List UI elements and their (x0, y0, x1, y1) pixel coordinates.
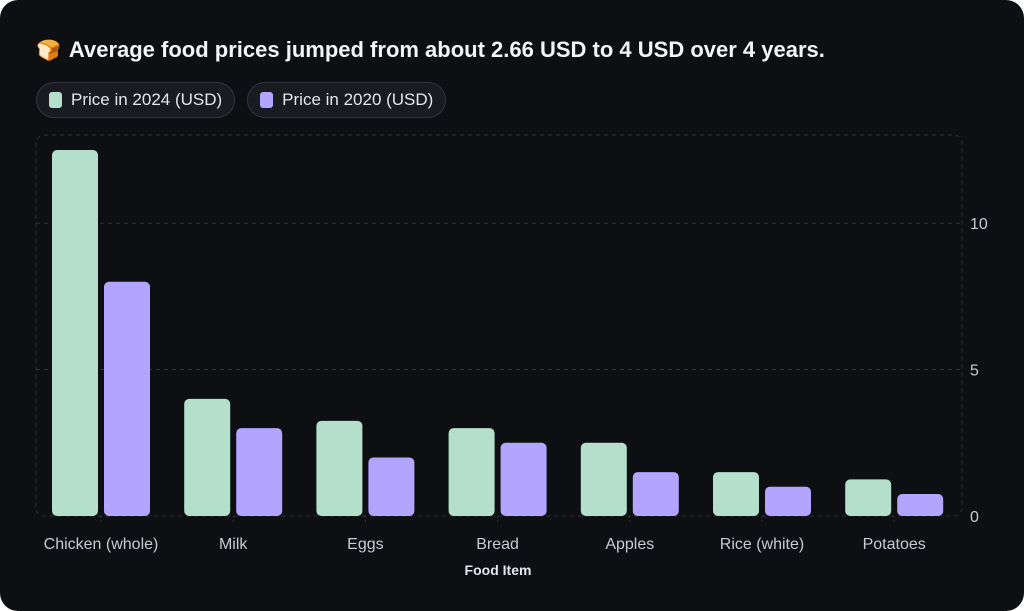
x-tick-label: Potatoes (863, 536, 926, 553)
bar-2024 (713, 472, 759, 516)
y-tick-label: 0 (970, 509, 979, 526)
bread-icon: 🍞 (36, 38, 61, 62)
x-tick-label: Eggs (347, 536, 383, 553)
bar-2020 (765, 486, 811, 516)
x-axis-title: Food Item (465, 562, 532, 578)
plot-frame (35, 134, 963, 517)
bar-2020 (897, 494, 944, 516)
x-tick-label: Apples (605, 536, 654, 553)
legend-item-2020[interactable]: Price in 2020 (USD) (247, 82, 447, 118)
legend: Price in 2024 (USD) Price in 2020 (USD) (36, 82, 447, 118)
x-tick-label: Chicken (whole) (44, 536, 159, 553)
bar-2024 (52, 150, 98, 516)
bar-2020 (104, 281, 150, 516)
legend-label-2024: Price in 2024 (USD) (71, 90, 223, 109)
bar-2024 (448, 428, 495, 516)
legend-swatch-2020 (260, 92, 274, 108)
bar-2020 (236, 428, 283, 516)
chart-title-text: Average food prices jumped from about 2.… (68, 37, 825, 62)
bar-2024 (184, 398, 231, 516)
bar-2024 (845, 479, 892, 516)
bar-2020 (368, 457, 415, 516)
y-tick-label: 5 (970, 363, 979, 380)
chart-title: 🍞 Average food prices jumped from about … (36, 37, 825, 63)
y-tick-label: 10 (970, 216, 988, 233)
x-tick-label: Milk (219, 536, 248, 553)
x-tick-label: Rice (white) (720, 536, 804, 553)
legend-swatch-2024 (49, 92, 62, 108)
legend-item-2024[interactable]: Price in 2024 (USD) (36, 82, 236, 118)
bar-2024 (316, 420, 363, 516)
bar-2020 (632, 472, 679, 516)
legend-label-2020: Price in 2020 (USD) (282, 90, 434, 109)
x-tick-label: Bread (476, 536, 519, 553)
bar-2024 (580, 442, 627, 516)
bar-2020 (500, 442, 547, 516)
